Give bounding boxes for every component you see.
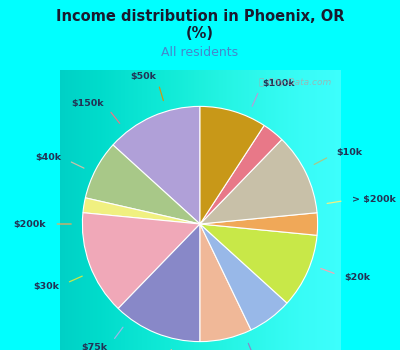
- Wedge shape: [113, 106, 200, 224]
- Text: Income distribution in Phoenix, OR: Income distribution in Phoenix, OR: [56, 9, 344, 24]
- Text: $50k: $50k: [130, 72, 156, 81]
- Text: $75k: $75k: [82, 343, 108, 350]
- Wedge shape: [200, 125, 282, 224]
- Text: $40k: $40k: [35, 153, 61, 162]
- Wedge shape: [82, 213, 200, 308]
- Text: > $200k: > $200k: [352, 195, 396, 204]
- Wedge shape: [200, 213, 318, 235]
- Text: $20k: $20k: [344, 273, 371, 282]
- Wedge shape: [85, 145, 200, 224]
- Wedge shape: [118, 224, 200, 342]
- Text: $30k: $30k: [33, 282, 59, 291]
- Text: All residents: All residents: [162, 46, 238, 58]
- Wedge shape: [200, 140, 317, 224]
- Wedge shape: [200, 224, 287, 330]
- Text: (%): (%): [186, 26, 214, 41]
- Wedge shape: [200, 224, 317, 303]
- Text: $10k: $10k: [336, 148, 363, 157]
- Text: $150k: $150k: [71, 99, 104, 108]
- Wedge shape: [200, 224, 251, 342]
- Wedge shape: [83, 198, 200, 224]
- Text: $100k: $100k: [262, 79, 295, 88]
- Text: ⓘ City-Data.com: ⓘ City-Data.com: [259, 78, 332, 88]
- Wedge shape: [200, 106, 264, 224]
- Text: $200k: $200k: [13, 219, 46, 229]
